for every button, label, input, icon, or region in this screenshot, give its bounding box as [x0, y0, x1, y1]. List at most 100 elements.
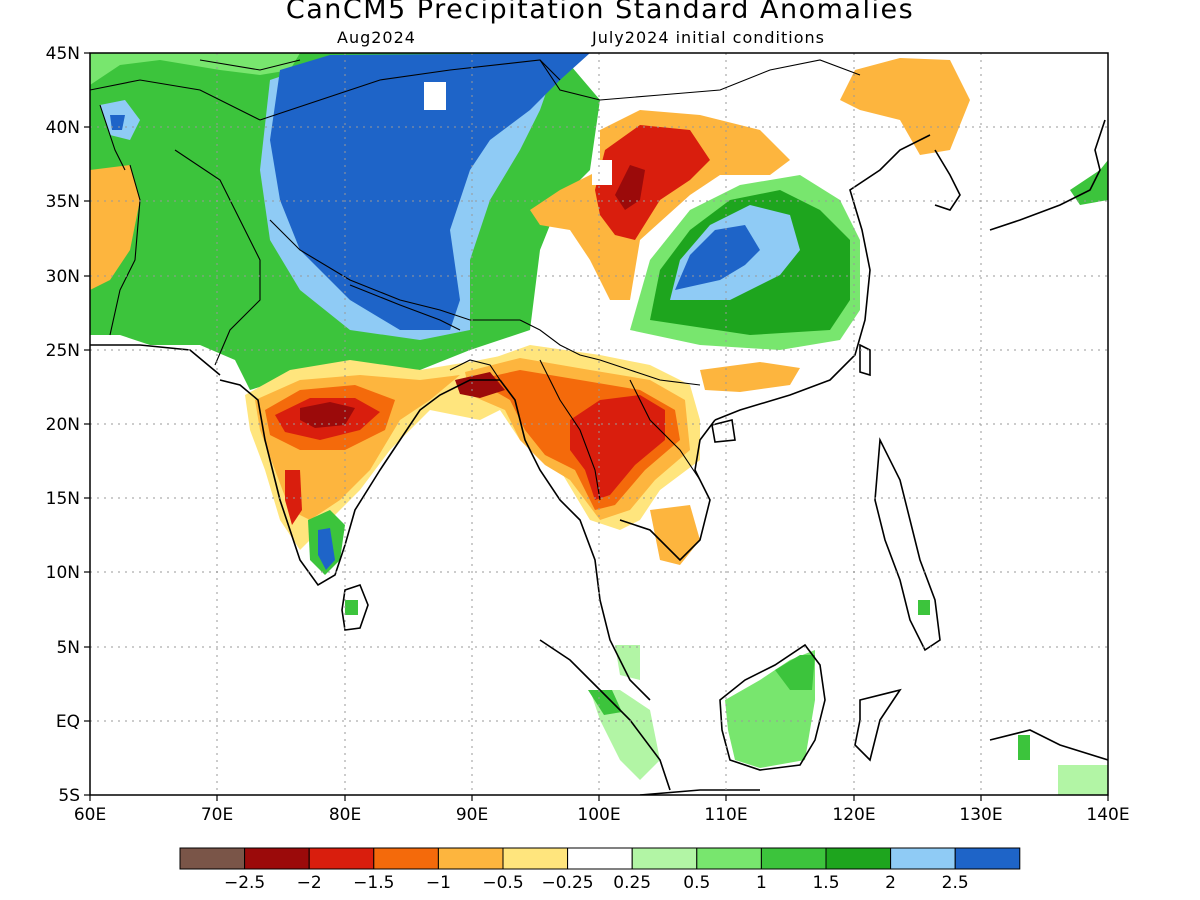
- colorbar-label: 0.25: [613, 873, 651, 893]
- border-caspian: [99, 104, 126, 171]
- colorbar-label: 1: [756, 873, 767, 893]
- colorbar-label: −1.5: [353, 873, 394, 893]
- map-gridlines: [90, 53, 1108, 795]
- lat-tick-label: 5N: [56, 638, 80, 658]
- colorbar-swatch: [373, 847, 439, 870]
- lat-tick-label: 5S: [58, 786, 80, 806]
- region-red-indochina: [570, 395, 665, 500]
- colorbar-swatch: [179, 847, 246, 870]
- region-lightgreen-malaya: [615, 645, 640, 680]
- colorbar-label: 1.5: [812, 873, 839, 893]
- forecast-month: Aug2024: [337, 28, 416, 47]
- colorbar-swatch: [308, 847, 375, 870]
- region-red-northchina: [595, 125, 710, 240]
- colorbar-label: −2: [297, 873, 322, 893]
- colorbar-swatch: [825, 847, 892, 870]
- coast-sulawesi: [854, 688, 902, 762]
- initial-conditions-label: July2024 initial conditions: [592, 28, 825, 47]
- lon-tick-label: 90E: [456, 805, 488, 825]
- region-green-srilanka: [345, 600, 358, 615]
- lon-tick-label: 120E: [832, 805, 875, 825]
- coast-hainan: [711, 419, 736, 443]
- longitude-labels: 60E 70E 80E 90E 100E 110E 120E 130E 140E: [74, 805, 1130, 825]
- border-kazakh: [199, 59, 301, 71]
- lon-tick-label: 100E: [577, 805, 620, 825]
- lat-tick-label: 15N: [46, 489, 80, 509]
- border-bangladesh: [449, 359, 501, 381]
- coast-china: [714, 134, 931, 421]
- axis-ticks: [84, 52, 1109, 801]
- lat-tick-label: 40N: [46, 118, 80, 138]
- lon-tick-label: 110E: [704, 805, 747, 825]
- lon-tick-label: 60E: [74, 805, 106, 825]
- lon-tick-label: 80E: [329, 805, 361, 825]
- lat-tick-label: 20N: [46, 415, 80, 435]
- coast-borneo: [719, 643, 826, 771]
- colorbar-label: −2.5: [224, 873, 265, 893]
- region-green-borneo: [775, 655, 815, 690]
- region-blue-eastchina: [675, 225, 760, 290]
- lon-tick-label: 70E: [201, 805, 233, 825]
- colorbar-swatch: [437, 847, 504, 870]
- coast-philippines: [874, 437, 941, 652]
- colorbar-label: −0.25: [542, 873, 594, 893]
- colorbar-swatch: [567, 847, 633, 870]
- lat-tick-label: 45N: [46, 44, 80, 64]
- region-orange-northchina: [530, 110, 790, 300]
- coast-taiwan: [859, 343, 871, 377]
- region-orange-southchina: [700, 362, 800, 392]
- colorbar-swatch: [244, 847, 310, 870]
- border-china-myanmar: [519, 319, 701, 386]
- colorbar-swatch: [631, 847, 698, 870]
- region-orange-korea: [840, 58, 970, 155]
- border-pakistan: [174, 149, 261, 366]
- coast-arabian: [90, 344, 221, 376]
- region-darkred-india: [300, 402, 355, 428]
- coast-java: [639, 789, 760, 795]
- region-blue-tibet: [270, 53, 590, 330]
- coast-india: [219, 379, 500, 587]
- coastlines: [90, 119, 1108, 795]
- border-central-asia: [90, 79, 261, 121]
- region-darkred-indochina: [455, 372, 505, 398]
- lat-tick-label: 25N: [46, 341, 80, 361]
- border-mongolia: [539, 59, 861, 101]
- colorbar-swatch: [696, 847, 762, 870]
- border-china-central: [259, 59, 561, 121]
- region-blue-southindia: [318, 528, 335, 570]
- colorbar: −2.5 −2 −1.5 −1 −0.5 −0.25 0.25 0.5 1 1.5 2 2.5: [179, 847, 1021, 893]
- coast-newguinea: [989, 729, 1108, 761]
- lon-tick-label: 140E: [1086, 805, 1129, 825]
- border-myanmar-thai: [539, 359, 601, 501]
- lat-tick-label: 35N: [46, 192, 80, 212]
- region-blue-caspian-core: [110, 115, 125, 130]
- coast-sumatra: [539, 639, 671, 791]
- colorbar-swatch: [760, 847, 827, 870]
- colorbar-label: 0.5: [683, 873, 710, 893]
- coast-indochina: [619, 419, 716, 562]
- border-laos-vietnam: [629, 379, 701, 481]
- colorbar-swatch: [954, 847, 1021, 870]
- region-orange-vietnam-south: [650, 505, 700, 565]
- border-nepal: [349, 284, 461, 331]
- colorbar-swatch: [890, 847, 956, 870]
- colorbar-label: 2.5: [942, 873, 969, 893]
- colorbar-label: −0.5: [482, 873, 523, 893]
- lat-tick-label: EQ: [56, 712, 80, 732]
- map-title: CanCM5 Precipitation Standard Anomalies: [285, 0, 915, 25]
- lon-tick-label: 130E: [959, 805, 1002, 825]
- region-green-philippines: [918, 600, 930, 615]
- coast-srilanka: [341, 584, 369, 631]
- colorbar-label: −1: [426, 873, 451, 893]
- missing-data-patch: [424, 82, 446, 110]
- colorbar-swatch: [502, 847, 569, 870]
- border-himalaya: [269, 219, 520, 321]
- coast-japan: [989, 119, 1106, 231]
- missing-data-patch: [592, 160, 612, 185]
- region-orange-iran: [90, 165, 140, 290]
- region-green-newguinea: [1018, 735, 1030, 760]
- region-lightgreen-edge: [90, 53, 300, 85]
- colorbar-label: 2: [885, 873, 896, 893]
- lat-tick-label: 10N: [46, 563, 80, 583]
